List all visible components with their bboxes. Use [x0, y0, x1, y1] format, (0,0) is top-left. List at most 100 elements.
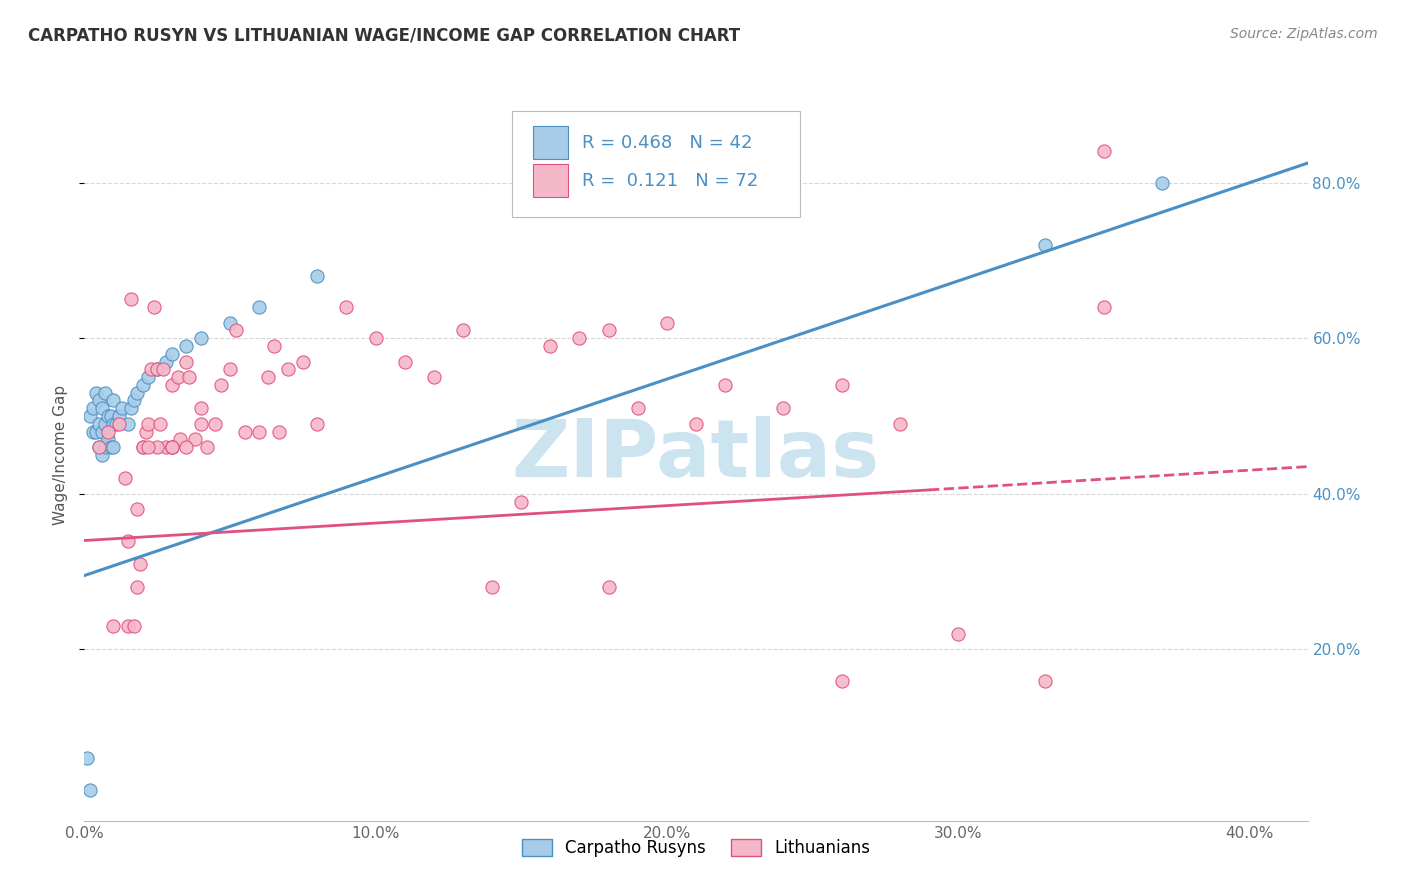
Point [1035, 237, 1057, 252]
Point [247, 300, 270, 314]
Point [146, 440, 169, 454]
Text: CARPATHO RUSYN VS LITHUANIAN WAGE/INCOME GAP CORRELATION CHART: CARPATHO RUSYN VS LITHUANIAN WAGE/INCOME… [28, 27, 740, 45]
Legend: Carpatho Rusyns, Lithuanians: Carpatho Rusyns, Lithuanians [515, 832, 877, 863]
Point [195, 440, 218, 454]
Point [568, 331, 591, 345]
Point [179, 370, 201, 384]
Point [143, 300, 166, 314]
Point [103, 417, 125, 431]
Point [122, 393, 145, 408]
Point [100, 440, 122, 454]
Point [174, 440, 197, 454]
Point [146, 362, 169, 376]
Point [87, 440, 110, 454]
Point [160, 440, 183, 454]
Point [125, 502, 148, 516]
Point [364, 331, 387, 345]
Point [90, 448, 112, 462]
Point [190, 331, 212, 345]
Point [97, 425, 120, 439]
Point [1035, 673, 1057, 688]
Point [135, 425, 157, 439]
Point [82, 401, 104, 416]
Point [1092, 300, 1115, 314]
Point [93, 385, 115, 400]
Y-axis label: Wage/Income Gap: Wage/Income Gap [53, 384, 69, 525]
Point [90, 425, 112, 439]
Point [131, 440, 153, 454]
Point [685, 417, 707, 431]
Point [655, 316, 678, 330]
Point [93, 440, 115, 454]
Point [451, 323, 474, 337]
Point [87, 393, 110, 408]
Point [714, 377, 737, 392]
Point [155, 354, 177, 368]
Point [100, 409, 122, 423]
Point [141, 362, 163, 376]
Point [335, 300, 357, 314]
Point [233, 425, 256, 439]
Point [79, 782, 101, 797]
Point [169, 433, 191, 447]
Point [79, 409, 101, 423]
Point [117, 417, 139, 431]
Point [76, 751, 98, 765]
Text: Source: ZipAtlas.com: Source: ZipAtlas.com [1230, 27, 1378, 41]
Point [108, 409, 131, 423]
Point [184, 433, 207, 447]
Point [125, 580, 148, 594]
Point [120, 293, 142, 307]
Point [225, 323, 247, 337]
Point [149, 417, 172, 431]
Point [128, 557, 150, 571]
Point [138, 440, 160, 454]
FancyBboxPatch shape [533, 164, 568, 197]
Point [160, 347, 183, 361]
Point [772, 401, 794, 416]
Point [87, 417, 110, 431]
Point [125, 385, 148, 400]
Point [97, 433, 120, 447]
Point [1092, 145, 1115, 159]
Point [257, 370, 280, 384]
Point [166, 370, 188, 384]
Point [105, 417, 128, 431]
Point [209, 377, 232, 392]
Point [103, 440, 125, 454]
Point [481, 580, 503, 594]
Point [598, 580, 620, 594]
Point [291, 354, 314, 368]
Point [160, 440, 183, 454]
Point [122, 619, 145, 633]
Point [97, 409, 120, 423]
Point [84, 425, 107, 439]
Point [1150, 176, 1173, 190]
Point [307, 417, 329, 431]
Point [117, 619, 139, 633]
Point [277, 362, 299, 376]
Point [394, 354, 416, 368]
Point [219, 362, 242, 376]
Point [160, 377, 183, 392]
Point [82, 425, 104, 439]
Point [889, 417, 911, 431]
Point [538, 339, 561, 353]
Point [87, 440, 110, 454]
Point [160, 440, 183, 454]
Point [152, 362, 174, 376]
Point [946, 627, 969, 641]
Point [831, 377, 853, 392]
Point [263, 339, 285, 353]
Text: ZIPatlas: ZIPatlas [512, 416, 880, 494]
Text: R = 0.468   N = 42: R = 0.468 N = 42 [582, 134, 752, 152]
Point [108, 417, 131, 431]
Point [307, 268, 329, 283]
FancyBboxPatch shape [533, 126, 568, 159]
Point [103, 619, 125, 633]
Point [131, 377, 153, 392]
Point [219, 316, 242, 330]
Point [174, 354, 197, 368]
Point [90, 401, 112, 416]
Point [598, 323, 620, 337]
